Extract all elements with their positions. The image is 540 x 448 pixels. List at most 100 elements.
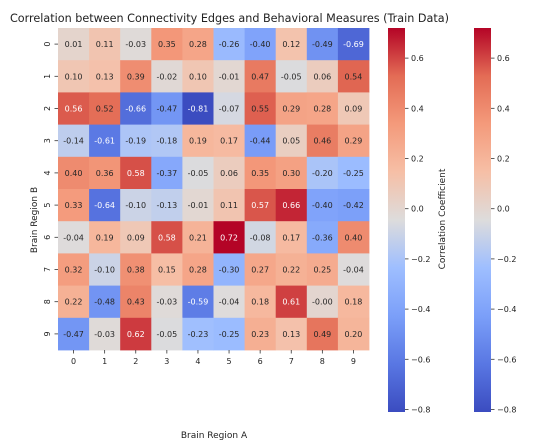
cell-value-label: 0.23	[251, 330, 269, 339]
cell-value-label: -0.81	[188, 105, 209, 114]
colorbar-tick-label: −0.4	[497, 305, 516, 314]
heatmap-cell	[275, 221, 308, 254]
cell-value-label: -0.23	[188, 330, 209, 339]
colorbar-tick-label: 0.4	[497, 104, 510, 113]
cell-value-label: 0.01	[65, 40, 83, 49]
x-tick-label: 2	[133, 357, 138, 366]
cell-value-label: 0.43	[127, 298, 145, 307]
heatmap-cell	[244, 124, 277, 158]
cell-value-label: -0.05	[188, 169, 209, 178]
cell-value-label: -0.03	[125, 40, 146, 49]
heatmap-cell	[213, 92, 245, 125]
cell-value-label: -0.05	[281, 72, 302, 81]
cell-value-label: 0.66	[282, 201, 300, 210]
cell-value-label: 0.35	[158, 40, 176, 49]
heatmap-cell	[244, 60, 277, 93]
heatmap-cell	[120, 189, 152, 222]
heatmap-cell	[306, 156, 339, 190]
heatmap-cell	[89, 60, 121, 93]
heatmap-cell	[306, 124, 339, 158]
heatmap-cell	[306, 285, 339, 319]
cell-value-label: -0.01	[219, 72, 240, 81]
cell-value-label: 0.28	[313, 105, 331, 114]
cell-value-label: -0.04	[343, 266, 364, 275]
heatmap-cell	[151, 285, 183, 319]
cell-value-label: -0.69	[343, 40, 364, 49]
cell-value-label: 0.09	[345, 105, 363, 114]
heatmap-cell	[182, 124, 214, 158]
heatmap-cell	[244, 285, 277, 319]
cell-value-label: 0.06	[220, 169, 238, 178]
heatmap-cell	[275, 253, 308, 286]
x-axis-label: Brain Region A	[181, 431, 248, 441]
y-tick-label: 1	[43, 74, 52, 79]
y-tick-label: 3	[43, 138, 52, 143]
y-axis-ticks: 0 1 2 3 4 5 6 7 8 9	[43, 42, 58, 336]
heatmap-cell	[244, 317, 277, 351]
x-tick-label: 8	[320, 357, 325, 366]
heatmap-cell	[151, 317, 183, 351]
colorbar-tick-label: −0.2	[411, 255, 430, 264]
heatmap-cell	[182, 189, 214, 222]
cell-value-label: -0.30	[219, 266, 240, 275]
colorbar-tick-label: −0.8	[497, 405, 516, 414]
heatmap-cell	[151, 28, 183, 61]
heatmap-cell	[213, 317, 245, 351]
cell-value-label: -0.40	[250, 40, 271, 49]
heatmap-cell	[244, 28, 277, 61]
heatmap-cell	[275, 317, 308, 351]
heatmap-cell	[89, 92, 121, 125]
colorbar-tick-label: 0.6	[497, 54, 510, 63]
heatmap-cell	[89, 317, 121, 351]
x-tick-label: 5	[227, 357, 232, 366]
colorbar-tick-label: 0.2	[411, 155, 424, 164]
heatmap-cell	[275, 92, 308, 125]
heatmap-cell	[275, 28, 308, 61]
heatmap-cell	[182, 253, 214, 286]
heatmap-cell	[337, 124, 370, 158]
cell-value-label: 0.29	[282, 105, 300, 114]
heatmap-cell	[244, 221, 277, 254]
y-tick-label: 8	[43, 299, 52, 304]
heatmap-cell	[120, 253, 152, 286]
cell-value-label: 0.22	[282, 266, 300, 275]
cell-value-label: -0.25	[219, 330, 240, 339]
heatmap-cell	[213, 285, 245, 319]
heatmap-cell	[58, 28, 90, 61]
colorbar-tick-label: 0.4	[411, 104, 424, 113]
heatmap-cell	[89, 189, 121, 222]
heatmap-cell	[58, 189, 90, 222]
heatmap-cells: 0.01 0.11 -0.03 0.35 0.28 -0.26 -0.40 0.12 -0.49…	[58, 28, 370, 351]
heatmap-cell	[120, 124, 152, 158]
heatmap-cell	[58, 92, 90, 125]
heatmap-cell	[182, 156, 214, 190]
heatmap-cell	[120, 317, 152, 351]
heatmap-cell	[151, 253, 183, 286]
heatmap-cell	[182, 28, 214, 61]
y-tick-label: 0	[43, 42, 52, 47]
chart-title: Correlation between Connectivity Edges a…	[10, 12, 449, 25]
heatmap-cell	[306, 92, 339, 125]
cell-value-label: 0.12	[282, 40, 300, 49]
cell-value-label: 0.09	[127, 233, 145, 242]
x-axis-ticks: 0 1 2 3 4 5 6 7 8 9	[71, 350, 356, 366]
colorbar-secondary: −0.8 −0.6 −0.4 −0.2 0.0 0.2 0.4 0.6	[474, 28, 516, 414]
y-tick-label: 7	[43, 267, 52, 272]
heatmap-cell	[306, 317, 339, 351]
heatmap-cell	[306, 221, 339, 254]
heatmap-cell	[58, 124, 90, 158]
heatmap-cell	[337, 317, 370, 351]
heatmap-cell	[337, 221, 370, 254]
cell-value-label: -0.48	[94, 298, 115, 307]
cell-value-label: 0.13	[282, 330, 300, 339]
heatmap-cell	[151, 124, 183, 158]
cell-value-label: -0.59	[188, 298, 209, 307]
heatmap-cell	[306, 60, 339, 93]
heatmap-cell	[151, 221, 183, 254]
cell-value-label: -0.10	[125, 201, 146, 210]
heatmap-cell	[120, 92, 152, 125]
cell-value-label: -0.08	[250, 233, 271, 242]
colorbar-tick-label: −0.6	[497, 355, 516, 364]
heatmap-cell	[306, 28, 339, 61]
